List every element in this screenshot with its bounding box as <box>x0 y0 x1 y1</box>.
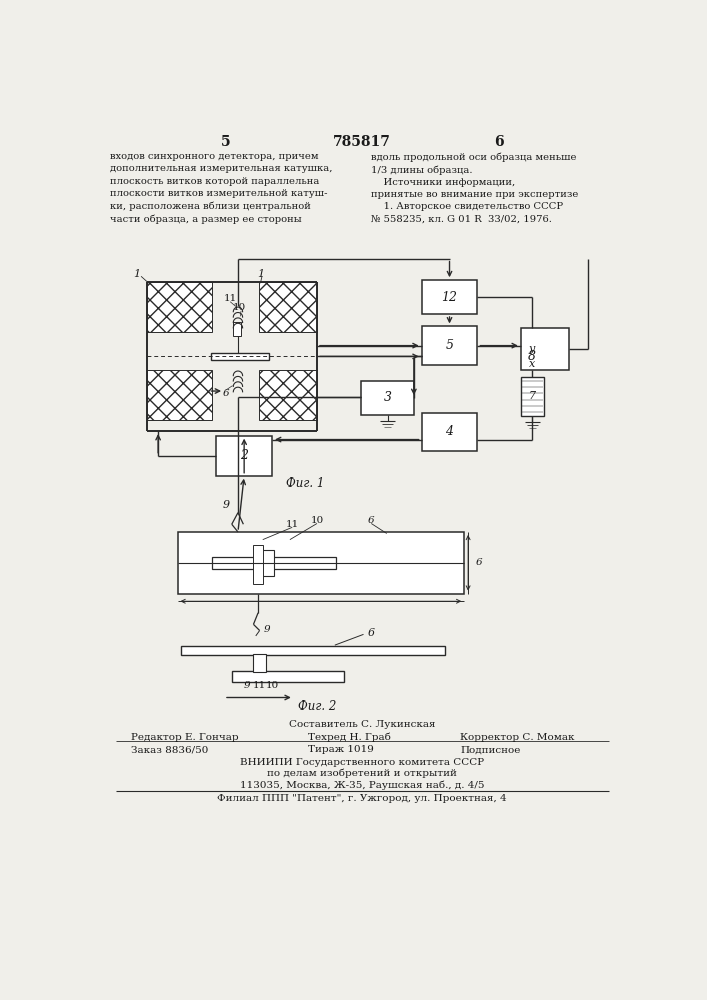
Text: входов синхронного детектора, причем
дополнительная измерительная катушка,
плоск: входов синхронного детектора, причем доп… <box>110 152 332 224</box>
Text: ВНИИПИ Государственного комитета СССР: ВНИИПИ Государственного комитета СССР <box>240 758 484 767</box>
Text: Фиг. 2: Фиг. 2 <box>298 700 337 713</box>
Text: Техред Н. Граб: Техред Н. Граб <box>308 733 390 742</box>
Bar <box>253 654 266 672</box>
Text: Редактор Е. Гончар: Редактор Е. Гончар <box>131 733 239 742</box>
Text: 12: 12 <box>442 291 457 304</box>
Text: 11: 11 <box>223 294 237 303</box>
Text: 113035, Москва, Ж-35, Раушская наб., д. 4/5: 113035, Москва, Ж-35, Раушская наб., д. … <box>240 781 484 790</box>
Text: у: у <box>528 344 535 354</box>
Text: 10: 10 <box>267 681 279 690</box>
Bar <box>216 436 272 476</box>
Text: 11: 11 <box>253 681 267 690</box>
Text: 2: 2 <box>240 449 248 462</box>
Bar <box>146 370 212 420</box>
Text: 785817: 785817 <box>333 135 391 149</box>
Bar <box>521 328 569 370</box>
Text: 6: 6 <box>368 516 375 525</box>
Text: Филиал ППП "Патент", г. Ужгород, ул. Проектная, 4: Филиал ППП "Патент", г. Ужгород, ул. Про… <box>217 794 507 803</box>
Text: 10: 10 <box>310 516 324 525</box>
Text: Подписное: Подписное <box>460 745 521 754</box>
Text: 9: 9 <box>223 500 230 510</box>
Bar <box>177 532 464 594</box>
Bar <box>259 282 317 332</box>
Bar <box>211 353 269 360</box>
Text: 1: 1 <box>257 269 264 279</box>
Text: Фиг. 1: Фиг. 1 <box>286 477 325 490</box>
Text: 7: 7 <box>529 391 536 401</box>
Bar <box>182 646 445 655</box>
Bar <box>212 557 337 569</box>
Bar <box>233 322 241 336</box>
Text: Заказ 8836/50: Заказ 8836/50 <box>131 745 209 754</box>
Text: вдоль продольной оси образца меньше
1/3 длины образца.
    Источники информации,: вдоль продольной оси образца меньше 1/3 … <box>371 152 578 223</box>
Text: 6: 6 <box>222 389 229 398</box>
Text: по делам изобретений и открытий: по делам изобретений и открытий <box>267 769 457 778</box>
Text: 3: 3 <box>383 391 392 404</box>
Text: Составитель С. Лукинская: Составитель С. Лукинская <box>288 720 436 729</box>
Bar <box>259 370 317 420</box>
Bar <box>421 326 477 365</box>
Text: 9: 9 <box>263 625 270 634</box>
Text: Тираж 1019: Тираж 1019 <box>308 745 373 754</box>
Bar <box>421 413 477 451</box>
Text: 5: 5 <box>445 339 453 352</box>
Bar <box>421 280 477 314</box>
Text: 6: 6 <box>476 558 482 567</box>
Bar <box>253 545 263 584</box>
Text: 5: 5 <box>221 135 230 149</box>
Text: 1: 1 <box>134 269 141 279</box>
Text: 8: 8 <box>527 350 536 363</box>
Bar <box>232 671 344 682</box>
Text: 10: 10 <box>233 303 246 312</box>
Bar <box>361 381 414 415</box>
Bar <box>146 282 212 332</box>
Bar <box>259 550 274 576</box>
Text: 11: 11 <box>286 520 299 529</box>
Text: Корректор С. Момак: Корректор С. Момак <box>460 733 575 742</box>
Text: 9: 9 <box>244 681 250 690</box>
Text: 6: 6 <box>494 135 504 149</box>
Text: х: х <box>529 359 534 369</box>
Bar <box>521 377 544 416</box>
Text: 4: 4 <box>445 425 453 438</box>
Text: 6: 6 <box>368 628 375 638</box>
